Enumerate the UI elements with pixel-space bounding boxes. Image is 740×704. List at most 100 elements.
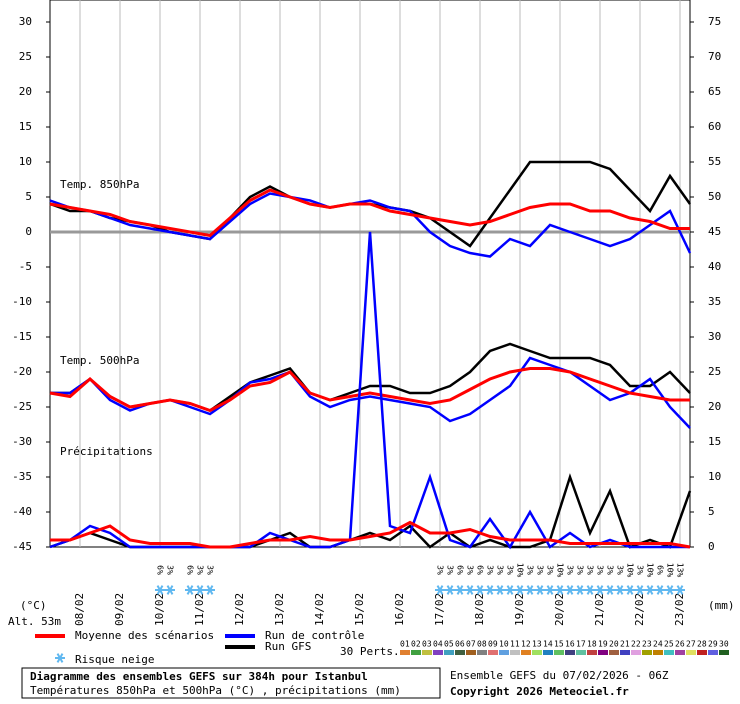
- pert-swatch: [576, 650, 586, 655]
- snow-risk-label: 3%: [166, 565, 175, 575]
- y-tick-label: -40: [12, 505, 32, 518]
- pert-swatch: [488, 650, 498, 655]
- snow-risk-label: 10%: [646, 563, 655, 578]
- pert-label: 13: [532, 640, 542, 649]
- pert-label: 28: [697, 640, 707, 649]
- x-tick-label: 08/02: [73, 593, 86, 626]
- x-tick-label: 11/02: [193, 593, 206, 626]
- snow-flake: [535, 585, 545, 595]
- x-tick-label: 13/02: [273, 593, 286, 626]
- snow-legend-label: Risque neige: [75, 653, 154, 666]
- snow-flake: [465, 585, 475, 595]
- pert-label: 06: [455, 640, 465, 649]
- title-box: [21, 667, 441, 699]
- pert-swatch: [510, 650, 520, 655]
- pert-swatch: [686, 650, 696, 655]
- x-tick-label: 16/02: [393, 593, 406, 626]
- pert-swatch: [697, 650, 707, 655]
- snow-flake: [645, 585, 655, 595]
- pert-label: 05: [444, 640, 454, 649]
- y2-label: (mm): [708, 599, 735, 612]
- snow-flake: [445, 585, 455, 595]
- pert-label: 14: [543, 640, 553, 649]
- snow-flake: [505, 585, 515, 595]
- flake-arm: [526, 585, 534, 595]
- snow-flake: [165, 585, 175, 595]
- flake-arm: [606, 585, 614, 595]
- y-tick-label: 20: [19, 85, 32, 98]
- altitude: Alt. 53m: [8, 615, 61, 628]
- snow-risk-label: 6%: [656, 565, 665, 575]
- chart-subtitle: Températures 850hPa et 500hPa (°C) , pré…: [30, 684, 401, 697]
- y2-tick-label: 75: [708, 15, 721, 28]
- pert-swatch: [587, 650, 597, 655]
- snow-flake: [455, 585, 465, 595]
- snow-flake: [205, 585, 215, 595]
- pert-swatch: [609, 650, 619, 655]
- pert-label: 21: [620, 640, 630, 649]
- snow-risk-label: 3%: [636, 565, 645, 575]
- x-tick-label: 18/02: [473, 593, 486, 626]
- x-tick-label: 23/02: [673, 593, 686, 626]
- pert-swatch: [422, 650, 432, 655]
- y2-tick-label: 60: [708, 120, 721, 133]
- snow-risk-label: 3%: [536, 565, 545, 575]
- snow-risk-label: 3%: [466, 565, 475, 575]
- y-tick-label: -45: [12, 540, 32, 553]
- x-tick-label: 09/02: [113, 593, 126, 626]
- y-tick-label: -25: [12, 400, 32, 413]
- flake-arm: [156, 585, 164, 595]
- y-tick-label: 5: [25, 190, 32, 203]
- y-label: (°C): [20, 599, 47, 612]
- snow-risk-label: 3%: [196, 565, 205, 575]
- snow-flake: [635, 585, 645, 595]
- snow-risk-label: 6%: [186, 565, 195, 575]
- y2-tick-label: 45: [708, 225, 721, 238]
- snow-risk-label: 3%: [586, 565, 595, 575]
- pert-label: 12: [521, 640, 531, 649]
- snow-flake: [185, 585, 195, 595]
- pert-swatch: [499, 650, 509, 655]
- legend-label: Run GFS: [265, 640, 311, 653]
- snow-risk-label: 3%: [526, 565, 535, 575]
- pert-label: 16: [565, 640, 575, 649]
- series-line: [49, 188, 690, 238]
- flake-arm: [166, 585, 174, 595]
- snow-flake: [155, 585, 165, 595]
- x-tick-label: 14/02: [313, 593, 326, 626]
- pert-swatch: [554, 650, 564, 655]
- y2-tick-label: 40: [708, 260, 721, 273]
- pert-label: 20: [609, 640, 619, 649]
- y2-tick-label: 0: [708, 540, 715, 553]
- snow-flake: [615, 585, 625, 595]
- pert-swatch: [455, 650, 465, 655]
- flake-arm: [596, 585, 604, 595]
- annotation: Temp. 500hPa: [60, 354, 139, 367]
- flake-arm: [576, 585, 584, 595]
- snow-risk-label: 3%: [616, 565, 625, 575]
- flake-arm: [506, 585, 514, 595]
- pert-label: 02: [411, 640, 421, 649]
- x-tick-label: 15/02: [353, 593, 366, 626]
- pert-swatch: [642, 650, 652, 655]
- snow-flake: [565, 585, 575, 595]
- snow-risk-label: 3%: [576, 565, 585, 575]
- snow-flake: [485, 585, 495, 595]
- y-tick-label: 10: [19, 155, 32, 168]
- y2-tick-label: 70: [708, 50, 721, 63]
- pert-swatch: [466, 650, 476, 655]
- pert-label: 23: [642, 640, 652, 649]
- snow-risk-label: 3%: [596, 565, 605, 575]
- y2-tick-label: 10: [708, 470, 721, 483]
- legend-label: Run de contrôle: [265, 629, 364, 642]
- y-tick-label: -15: [12, 330, 32, 343]
- flake-arm: [586, 585, 594, 595]
- pert-label: 10: [499, 640, 509, 649]
- snow-risk-label: 3%: [546, 565, 555, 575]
- snow-risk-label: 3%: [486, 565, 495, 575]
- flake-arm: [566, 585, 574, 595]
- flake-arm: [456, 585, 464, 595]
- snow-flake: [575, 585, 585, 595]
- flake-arm: [436, 585, 444, 595]
- pert-swatch: [543, 650, 553, 655]
